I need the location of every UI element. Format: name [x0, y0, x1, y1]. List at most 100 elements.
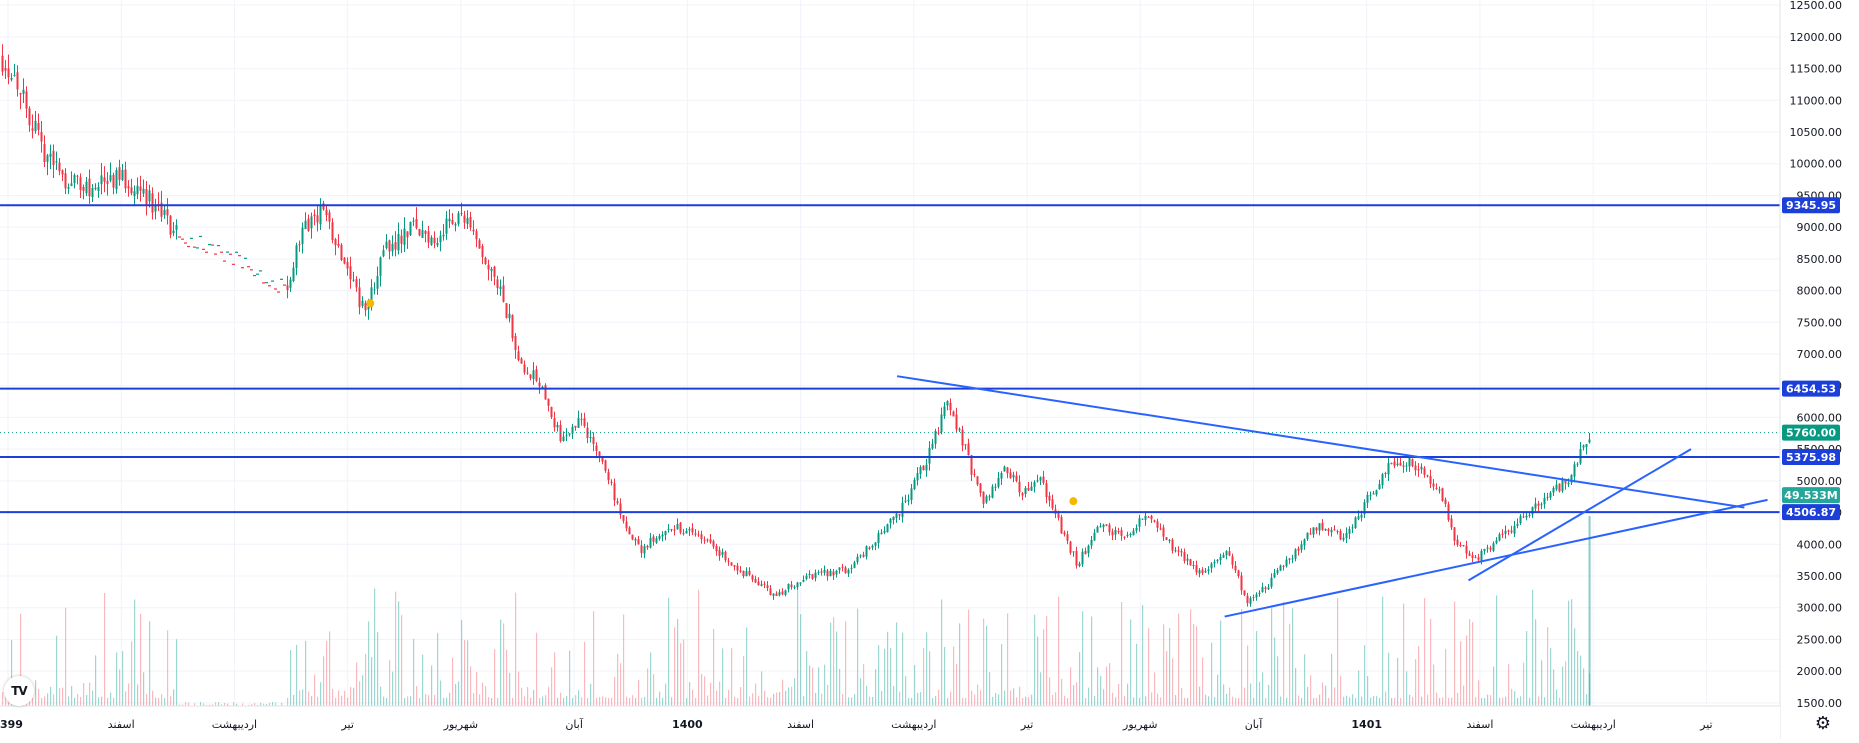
volume-bar	[71, 686, 72, 706]
candle-body	[1238, 570, 1240, 576]
candle-body	[1184, 552, 1186, 561]
candle-body	[452, 220, 454, 224]
volume-bar	[1535, 619, 1536, 706]
trendlines[interactable]	[897, 376, 1767, 616]
volume-bar	[1184, 698, 1185, 706]
volume-bar	[1235, 698, 1236, 706]
horizontal-levels[interactable]	[0, 205, 1780, 512]
volume-bar	[440, 681, 441, 706]
candle-body	[1349, 529, 1351, 534]
tradingview-logo[interactable]: TV	[4, 676, 34, 706]
candle-body	[746, 571, 748, 576]
volume-bar	[542, 696, 543, 706]
candle-body	[1400, 463, 1402, 466]
volume-bar	[386, 698, 387, 706]
candle-body	[1250, 598, 1252, 604]
volume-bar	[977, 685, 978, 706]
volume-bar	[1004, 691, 1005, 706]
volume-bar	[413, 639, 414, 706]
candle-body	[1028, 488, 1030, 490]
volume-bar	[1259, 682, 1260, 706]
volume-bar	[317, 697, 318, 706]
candle-body	[533, 370, 535, 379]
volume-bar	[1319, 695, 1320, 706]
volume-bar	[833, 617, 834, 706]
candle-body	[752, 575, 754, 579]
trendline	[1469, 449, 1692, 580]
volume-bar	[791, 687, 792, 706]
volume-bar	[851, 698, 852, 706]
candle-body	[1088, 546, 1090, 553]
candle-body	[1004, 467, 1006, 472]
candle-body	[653, 537, 655, 542]
candle-body	[875, 542, 877, 545]
volume-bar	[968, 610, 969, 706]
volume-bar	[218, 702, 219, 706]
volume-bar	[734, 697, 735, 706]
volume-bar	[1202, 658, 1203, 706]
candle-body	[1385, 473, 1387, 474]
volume-bar	[692, 690, 693, 706]
candle-body	[1469, 553, 1471, 555]
candle-body	[827, 570, 829, 576]
volume-bar	[215, 702, 216, 706]
candle-body	[1550, 493, 1552, 498]
candle-body	[41, 132, 43, 142]
volume-bar	[992, 697, 993, 706]
candle-body	[62, 170, 64, 174]
candle-body	[386, 242, 388, 248]
candle-body	[899, 514, 901, 515]
price-axis[interactable]: 12500.0012000.0011500.0011000.0010500.00…	[1780, 0, 1859, 739]
candle-body	[23, 90, 25, 94]
volume-bar	[1244, 688, 1245, 706]
volume-bar	[575, 695, 576, 706]
volume-bar	[752, 693, 753, 706]
candle-body	[431, 237, 433, 245]
candle-body	[365, 303, 367, 310]
candle-body	[854, 562, 856, 568]
time-axis-label: تیر	[1020, 718, 1033, 731]
candle-body	[173, 231, 175, 234]
candle-body	[1499, 534, 1501, 540]
volume-bar	[1034, 615, 1035, 706]
volume-bar	[938, 690, 939, 706]
candle-body	[2, 56, 4, 72]
logo-text: TV	[11, 684, 26, 698]
candle-body	[149, 190, 151, 201]
price-tick-label: 2500.00	[1797, 633, 1843, 646]
volume-bar	[788, 688, 789, 706]
volume-bar	[155, 698, 156, 706]
volume-bar	[1427, 695, 1428, 706]
price-tick-label: 2000.00	[1797, 665, 1843, 678]
candle-body	[677, 524, 679, 529]
volume-bar	[659, 692, 660, 706]
volume-bar	[581, 697, 582, 706]
candle-body	[89, 179, 91, 196]
gear-icon[interactable]: ⚙	[1812, 712, 1834, 734]
volume-bar	[1337, 598, 1338, 706]
candle-body	[1394, 462, 1396, 466]
candle-body	[1277, 570, 1279, 573]
level-price-badge: 6454.53	[1786, 383, 1836, 396]
volume-bar	[551, 667, 552, 706]
volume-bar	[1559, 698, 1560, 706]
candle-body	[437, 243, 439, 245]
candle-body	[992, 486, 994, 497]
candle-body	[665, 531, 667, 535]
candle-body	[1202, 570, 1204, 573]
candle-body	[818, 572, 820, 573]
candle-body	[1475, 557, 1477, 558]
volume-bar	[1067, 698, 1068, 706]
candle-body	[32, 128, 34, 130]
candle-body	[614, 483, 616, 500]
volume-bar	[1193, 624, 1194, 706]
volume-bar	[410, 696, 411, 706]
volume-bar	[1511, 689, 1512, 706]
candle-body	[698, 535, 700, 536]
volume-bar	[599, 697, 600, 706]
volume-bar	[116, 652, 117, 706]
volume-bar	[1541, 660, 1542, 706]
